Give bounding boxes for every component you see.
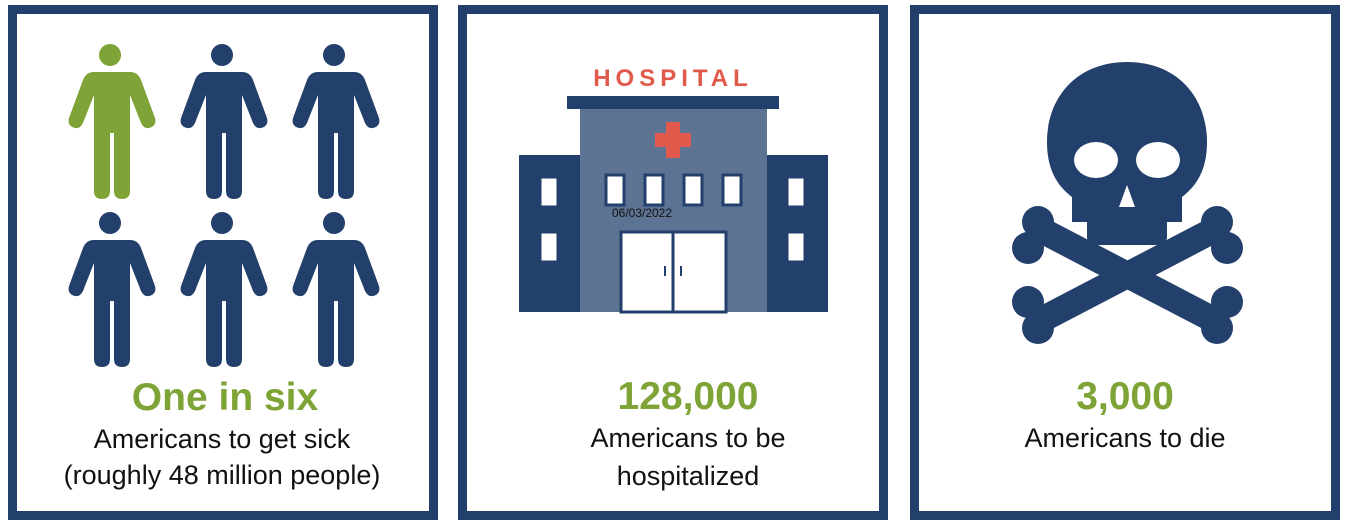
date-stamp: 06/03/2022 [612,206,672,220]
headline: 128,000 [618,375,759,418]
infographic: One in six Americans to get sick (roughl… [0,0,1345,521]
caption-line: Americans to die [1024,423,1225,453]
caption-line: Americans to get sick [94,424,351,454]
caption-line: hospitalized [617,461,760,491]
headline: 3,000 [1076,375,1174,418]
caption-line: (roughly 48 million people) [64,460,381,490]
hospital-sign: HOSPITAL [593,65,753,92]
caption-line: Americans to be [590,423,785,453]
headline: One in six [132,376,319,419]
page: One in six Americans to get sick (roughl… [0,0,1345,521]
